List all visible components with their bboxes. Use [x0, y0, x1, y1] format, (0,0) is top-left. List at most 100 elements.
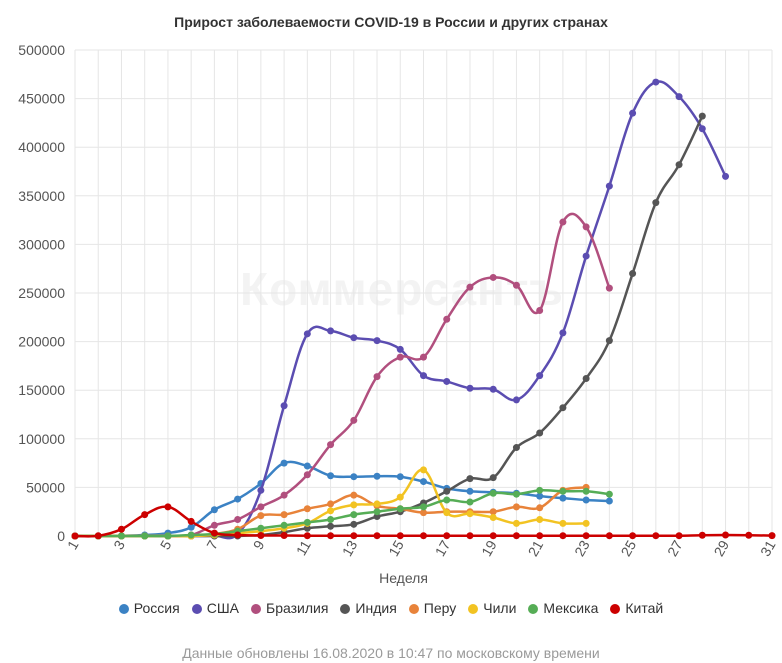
- data-point: [420, 509, 427, 517]
- x-tick-label: 15: [385, 537, 407, 559]
- data-point: [582, 519, 590, 527]
- data-point: [327, 507, 335, 515]
- data-point: [466, 510, 474, 518]
- data-point: [722, 531, 730, 539]
- data-point: [559, 532, 567, 540]
- data-point: [280, 521, 288, 529]
- data-point: [396, 473, 404, 481]
- data-point: [280, 459, 288, 467]
- data-point: [512, 519, 520, 527]
- data-point: [443, 487, 451, 495]
- data-point: [559, 494, 567, 502]
- data-point: [698, 112, 706, 120]
- data-point: [652, 78, 660, 86]
- x-tick-label: 31: [757, 537, 779, 559]
- data-point: [536, 486, 544, 494]
- data-point: [210, 529, 218, 537]
- data-point: [396, 532, 404, 540]
- y-tick-label: 500000: [18, 42, 65, 58]
- data-point: [350, 511, 358, 519]
- data-point: [420, 372, 427, 380]
- data-point: [280, 532, 288, 540]
- data-point: [512, 503, 520, 511]
- data-point: [420, 478, 427, 486]
- data-point: [698, 125, 706, 133]
- data-point: [420, 353, 427, 361]
- data-point: [652, 532, 660, 540]
- data-point: [373, 532, 381, 540]
- data-point: [257, 524, 265, 532]
- y-tick-label: 150000: [18, 382, 65, 398]
- chart-legend: Россия США Бразилия Индия Перу Чили Мексика Кит…: [0, 600, 782, 616]
- data-point: [675, 161, 683, 169]
- data-point: [536, 504, 544, 512]
- data-point: [443, 315, 451, 323]
- data-point: [605, 497, 613, 505]
- data-point: [234, 515, 242, 523]
- legend-item[interactable]: Бразилия: [251, 600, 328, 616]
- legend-label: Россия: [133, 600, 180, 616]
- data-point: [327, 500, 335, 508]
- watermark-logo: Коммерсантъ: [240, 263, 564, 315]
- legend-item[interactable]: США: [191, 600, 239, 616]
- data-point: [303, 471, 311, 479]
- data-point: [466, 283, 474, 291]
- x-tick-label: 23: [571, 537, 593, 559]
- data-point: [629, 532, 637, 540]
- legend-label: Индия: [355, 600, 397, 616]
- data-point: [512, 281, 520, 289]
- legend-marker-icon: [468, 604, 479, 614]
- data-point: [327, 532, 335, 540]
- data-point: [257, 486, 265, 494]
- data-point: [117, 525, 125, 533]
- x-tick-label: 25: [618, 537, 640, 559]
- data-point: [373, 513, 381, 521]
- data-point: [582, 496, 590, 504]
- data-point: [373, 373, 381, 381]
- y-tick-label: 50000: [26, 479, 65, 495]
- data-point: [512, 532, 520, 540]
- data-point: [698, 531, 706, 539]
- legend-item[interactable]: Китай: [610, 600, 663, 616]
- data-point: [605, 532, 613, 540]
- y-tick-label: 400000: [18, 139, 65, 155]
- data-point: [536, 372, 544, 380]
- data-point: [582, 223, 590, 231]
- data-point: [280, 511, 288, 519]
- legend-item[interactable]: Индия: [340, 600, 397, 616]
- data-point: [303, 505, 311, 513]
- data-point: [327, 515, 335, 523]
- data-point: [303, 462, 311, 470]
- data-point: [489, 514, 497, 522]
- data-point: [350, 501, 358, 509]
- legend-label: США: [206, 600, 239, 616]
- data-point: [327, 441, 335, 449]
- data-point: [722, 172, 730, 180]
- data-point: [536, 492, 544, 500]
- data-point: [605, 490, 613, 498]
- data-point: [536, 532, 544, 540]
- data-point: [187, 523, 195, 531]
- data-point: [536, 306, 544, 314]
- data-point: [350, 520, 358, 528]
- data-point: [605, 284, 613, 292]
- x-tick-label: 9: [250, 537, 268, 552]
- data-point: [350, 334, 358, 342]
- legend-marker-icon: [408, 604, 419, 614]
- legend-marker-icon: [251, 604, 261, 614]
- data-point: [94, 532, 102, 540]
- series-line: [75, 115, 704, 538]
- legend-item[interactable]: Россия: [118, 600, 180, 616]
- data-point: [303, 518, 311, 526]
- data-point: [420, 503, 427, 511]
- data-point: [443, 377, 451, 385]
- data-point: [489, 489, 497, 497]
- data-point: [373, 508, 381, 516]
- data-point: [257, 532, 265, 540]
- data-point: [745, 531, 753, 539]
- legend-item[interactable]: Мексика: [528, 600, 598, 616]
- data-point: [605, 337, 613, 345]
- legend-item[interactable]: Перу: [408, 600, 456, 616]
- legend-label: Мексика: [543, 600, 599, 616]
- legend-item[interactable]: Чили: [468, 600, 516, 616]
